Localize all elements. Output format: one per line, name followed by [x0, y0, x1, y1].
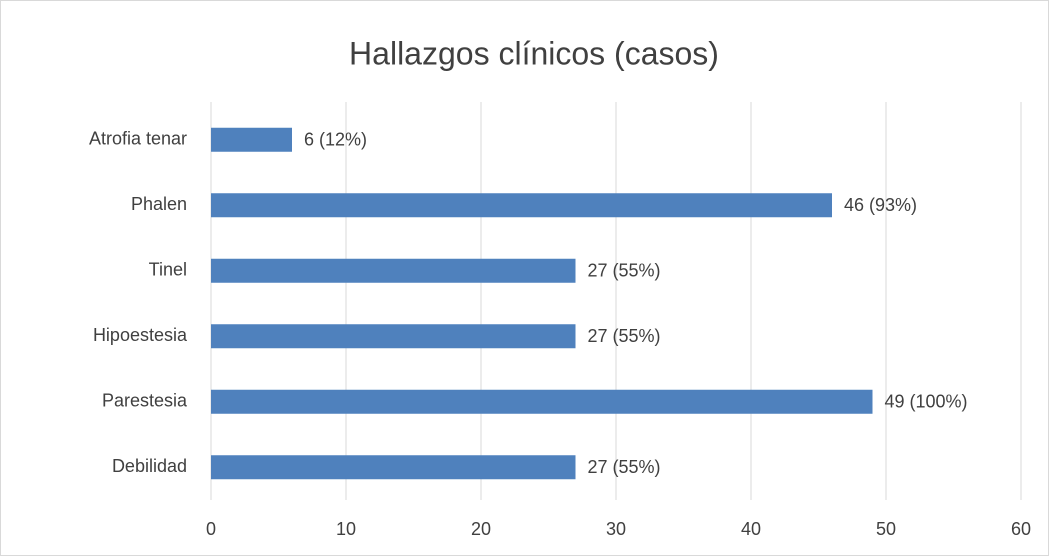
y-tick-label: Atrofia tenar [89, 129, 187, 149]
y-tick-label: Phalen [131, 194, 187, 214]
data-label: 27 (55%) [588, 261, 661, 281]
bar [211, 193, 832, 218]
chart-title: Hallazgos clínicos (casos) [349, 35, 719, 71]
y-tick-label: Debilidad [112, 456, 187, 476]
y-tick-label: Parestesia [102, 391, 188, 411]
x-tick-label: 30 [606, 519, 626, 539]
data-label: 27 (55%) [588, 326, 661, 346]
x-tick-label: 20 [471, 519, 491, 539]
x-tick-label: 60 [1011, 519, 1031, 539]
bar [211, 127, 292, 152]
y-tick-label: Tinel [149, 260, 187, 280]
data-label: 27 (55%) [588, 457, 661, 477]
data-label: 49 (100%) [885, 392, 968, 412]
bar [211, 258, 576, 283]
data-label: 46 (93%) [844, 195, 917, 215]
x-tick-label: 0 [206, 519, 216, 539]
bar [211, 455, 576, 480]
x-tick-label: 10 [336, 519, 356, 539]
data-label: 6 (12%) [304, 130, 367, 150]
x-tick-label: 50 [876, 519, 896, 539]
y-tick-label: Hipoestesia [93, 325, 188, 345]
bar [211, 324, 576, 349]
x-tick-label: 40 [741, 519, 761, 539]
bar [211, 389, 873, 414]
